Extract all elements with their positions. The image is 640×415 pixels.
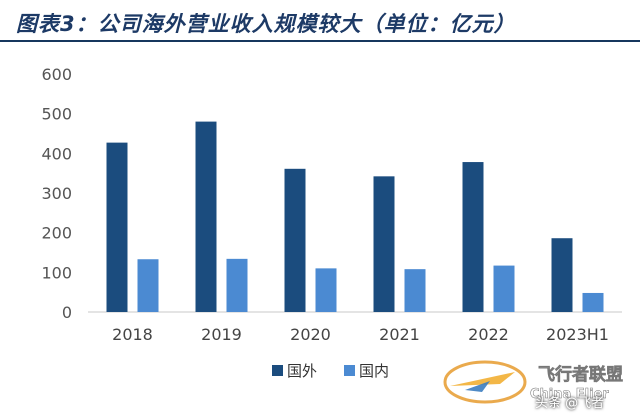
bar-chart: 0 100 200 300 400 500 600 2018 2019 2020 2021 2022… [41,65,622,380]
y-tick-label: 600 [41,65,72,84]
y-tick-label: 0 [62,303,72,322]
x-tick-label: 2021 [379,325,420,344]
x-tick-label: 2023H1 [546,325,609,344]
title-bar: 图表3：公司海外营业收入规模较大（单位：亿元） [0,0,640,42]
y-tick-label: 500 [41,105,72,124]
x-tick-label: 2020 [290,325,331,344]
x-tick-label: 2022 [468,325,509,344]
legend-label: 国内 [359,362,389,380]
watermark-logo-text: 飞行者联盟 [538,364,623,385]
y-tick-label: 300 [41,184,72,203]
legend-swatch [344,365,355,376]
y-axis: 0 100 200 300 400 500 600 [41,65,72,322]
legend-swatch [272,365,283,376]
bar-domestic [137,259,159,312]
x-axis: 2018 2019 2020 2021 2022 2023H1 [88,311,622,344]
bar-overseas [195,121,217,312]
bar-overseas [551,238,573,312]
legend-label: 国外 [287,362,317,380]
y-tick-label: 200 [41,224,72,243]
bar-domestic [404,269,426,312]
watermark-credit: 头条 @飞者 [535,396,605,411]
bar-overseas [373,176,395,312]
bar-overseas [284,168,306,312]
y-tick-label: 400 [41,144,72,163]
bar-domestic [226,258,248,312]
bar-overseas [462,162,484,312]
watermark-logo-subtext: China Flier [530,387,609,402]
x-tick-label: 2019 [201,325,242,344]
bar-domestic [315,268,337,312]
bar-domestic [582,292,604,312]
watermark-logo: 飞行者联盟 China Flier [443,360,623,404]
y-tick-label: 100 [41,263,72,282]
bar-overseas [106,142,128,312]
bar-domestic [493,265,515,312]
bars [106,121,604,312]
legend: 国外 国内 [272,362,389,380]
chart-title: 图表3：公司海外营业收入规模较大（单位：亿元） [16,12,516,36]
x-tick-label: 2018 [112,325,153,344]
